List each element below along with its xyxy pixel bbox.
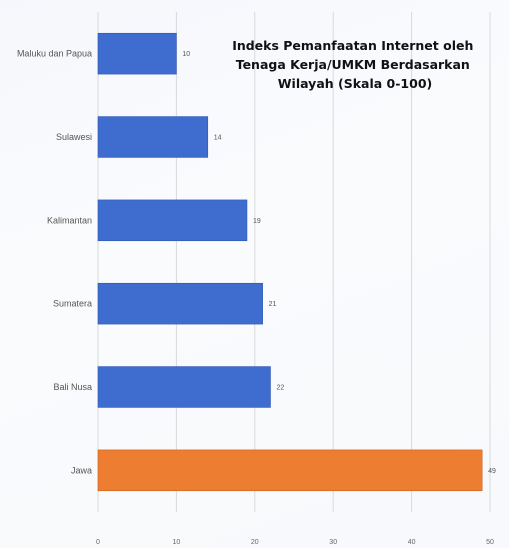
category-label-kalimantan: Kalimantan bbox=[47, 215, 92, 225]
x-tick-label-10: 10 bbox=[173, 539, 181, 546]
chart-title-line-2: Tenaga Kerja/UMKM Berdasarkan bbox=[236, 57, 470, 72]
data-label-sulawesi: 14 bbox=[214, 135, 222, 142]
category-label-bali-nusa: Bali Nusa bbox=[53, 382, 92, 392]
chart-title-line-3: Wilayah (Skala 0-100) bbox=[278, 76, 432, 91]
category-label-maluku-dan-papua: Maluku dan Papua bbox=[17, 49, 92, 59]
category-label-jawa: Jawa bbox=[71, 465, 92, 475]
chart-title-line-1: Indeks Pemanfaatan Internet oleh bbox=[232, 38, 473, 53]
bar-sulawesi bbox=[97, 116, 209, 158]
bar-bali-nusa bbox=[97, 366, 271, 408]
x-tick-label-0: 0 bbox=[96, 539, 100, 546]
bar-sumatera bbox=[97, 282, 263, 325]
x-tick-label-20: 20 bbox=[251, 539, 259, 546]
bar-maluku-dan-papua bbox=[97, 32, 177, 75]
data-labels: 10 14 19 21 22 49 bbox=[182, 51, 496, 475]
chart-title: Indeks Pemanfaatan Internet oleh Tenaga … bbox=[232, 37, 478, 91]
x-tick-label-40: 40 bbox=[408, 539, 416, 546]
data-label-kalimantan: 19 bbox=[253, 218, 261, 225]
data-label-sumatera: 21 bbox=[269, 301, 277, 308]
data-label-maluku-dan-papua: 10 bbox=[182, 51, 190, 58]
x-tick-label-30: 30 bbox=[329, 539, 337, 546]
bar-jawa bbox=[97, 449, 483, 492]
x-tick-label-50: 50 bbox=[486, 539, 494, 546]
x-tick-labels: 0 10 20 30 40 50 bbox=[96, 539, 494, 546]
category-label-sumatera: Sumatera bbox=[53, 299, 92, 309]
gridlines bbox=[97, 12, 491, 512]
bar-kalimantan bbox=[97, 199, 248, 242]
data-label-bali-nusa: 22 bbox=[276, 385, 284, 392]
data-label-jawa: 49 bbox=[488, 468, 496, 475]
category-labels: Maluku dan Papua Sulawesi Kalimantan Sumate… bbox=[17, 49, 92, 476]
bars bbox=[97, 32, 483, 492]
category-label-sulawesi: Sulawesi bbox=[56, 132, 92, 142]
